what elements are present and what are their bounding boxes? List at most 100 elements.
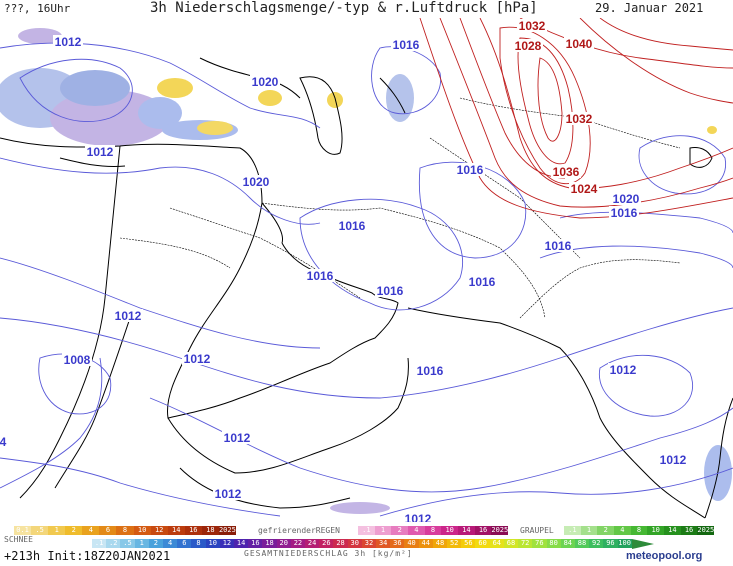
meteopool-logo[interactable]: meteopool.org [626, 550, 703, 562]
legend-swatch: 68 [503, 539, 519, 548]
isobar-label: 1016 [545, 239, 572, 253]
legend-swatch: 16 [680, 526, 698, 535]
isobar-label: 1012 [660, 453, 687, 467]
legend-swatch: 4 [408, 526, 425, 535]
isobar-line [559, 211, 733, 234]
isobar-label-bg [85, 145, 115, 158]
isobar-label: 1012 [55, 35, 82, 49]
isobar-label-bg [62, 353, 92, 366]
isobar-label-bg [543, 239, 573, 252]
snow-area [197, 121, 233, 135]
rain-area [330, 502, 390, 514]
legend-swatch: 72 [518, 539, 533, 548]
isobar-line [537, 57, 563, 142]
rain-area [138, 97, 182, 129]
isobar-line [0, 457, 281, 517]
isobar-label-bg [658, 453, 688, 466]
isobar-label-bg [391, 38, 421, 51]
isobar-label-bg [455, 163, 485, 176]
legend-swatch: 6 [99, 526, 117, 535]
isobar-line [598, 354, 694, 417]
isobar-label-bg [182, 352, 212, 365]
legend-swatch: 14 [458, 526, 475, 535]
graupel-label: GRAUPEL [520, 526, 554, 535]
isobar-label: 1012 [215, 487, 242, 501]
legend-swatch: 14 [167, 526, 185, 535]
legend-swatch: 1 [374, 526, 392, 535]
isobar-line [0, 307, 733, 399]
legend-swatch: 100 [617, 539, 632, 548]
isobar-label: 1012 [184, 352, 211, 366]
isobar-label-bg [375, 284, 405, 297]
legend-swatch: 56 [461, 539, 476, 548]
isobar-label-bg [0, 435, 8, 448]
legend-swatch: .2 [106, 539, 121, 548]
legend-swatch: 2 [391, 526, 409, 535]
freezing-rain-label: gefrierenderREGEN [258, 526, 340, 535]
legend-swatch: 2025+ [218, 526, 237, 535]
legend-swatch: 4 [82, 526, 100, 535]
isobar-label: 1016 [611, 206, 638, 220]
legend-swatch: .1 [92, 539, 107, 548]
isobar-line [459, 18, 566, 179]
isobar-line [519, 18, 733, 69]
legend-swatch: 1 [580, 526, 598, 535]
coastlines [0, 57, 733, 519]
isobar-label: 1016 [307, 269, 334, 283]
border-egypt-sudan [119, 237, 231, 269]
legend-swatch: 26 [319, 539, 334, 548]
isobar-label-bg [241, 175, 271, 188]
border-iran [261, 202, 546, 319]
legend-swatch: 2025+ [697, 526, 715, 535]
isobar-line [517, 37, 574, 165]
legend-swatch: .5 [120, 539, 135, 548]
legend-swatch: 34 [376, 539, 391, 548]
isobar-label: 1012 [224, 431, 251, 445]
isobar-line [599, 18, 733, 51]
isobar-label-bg [564, 112, 594, 125]
isobar-label: 1016 [417, 364, 444, 378]
snow-area [258, 90, 282, 106]
isobar-label: 1016 [457, 163, 484, 177]
legend-swatch: 36 [390, 539, 405, 548]
map-title: 3h Niederschlagsmenge/-typ & r.Luftdruck… [150, 0, 538, 16]
rain-area [386, 74, 414, 122]
isobar-label-bg [250, 75, 280, 88]
isobar-label: 1032 [566, 112, 593, 126]
isobar-line [19, 58, 133, 122]
legend-swatch: .1 [564, 526, 581, 535]
legend-swatch: 52 [447, 539, 462, 548]
legend-swatch: 64 [489, 539, 504, 548]
legend-swatch: 8 [424, 526, 442, 535]
legend-swatch: 40 [404, 539, 419, 548]
legend-swatch: 24 [305, 539, 320, 548]
rain-area [18, 28, 62, 44]
legend-swatch: 8 [116, 526, 134, 535]
legend-swatch: 20 [276, 539, 291, 548]
legend-swatch: 10 [647, 526, 665, 535]
coastline-red-sea-west [54, 317, 131, 489]
isobar-label: 1016 [393, 38, 420, 52]
isobar-label-bg [222, 431, 252, 444]
run-info: +213h Init:18Z20JAN2021 [4, 549, 171, 563]
isobar-line [149, 397, 733, 493]
isobar-label-bg [403, 512, 433, 522]
coastline-levant [261, 202, 284, 244]
coastline-africa-nile [19, 145, 121, 499]
isobar-label: 1012 [610, 363, 637, 377]
isobar-line [579, 18, 733, 104]
legend-swatch: 18 [262, 539, 277, 548]
snow-area [707, 126, 717, 134]
legend-swatch: 1 [134, 539, 149, 548]
legend-swatch: 8 [630, 526, 648, 535]
legend-swatch: 4 [163, 539, 178, 548]
isobar-label: 1028 [515, 39, 542, 53]
legend-swatch: 2 [148, 539, 164, 548]
legend-swatch: .5 [31, 526, 49, 535]
forecast-date: 29. Januar 2021 [595, 1, 704, 15]
isobar-label: 1036 [553, 165, 580, 179]
legend-swatch: 10 [133, 526, 151, 535]
snow-label: SCHNEE [4, 535, 33, 544]
